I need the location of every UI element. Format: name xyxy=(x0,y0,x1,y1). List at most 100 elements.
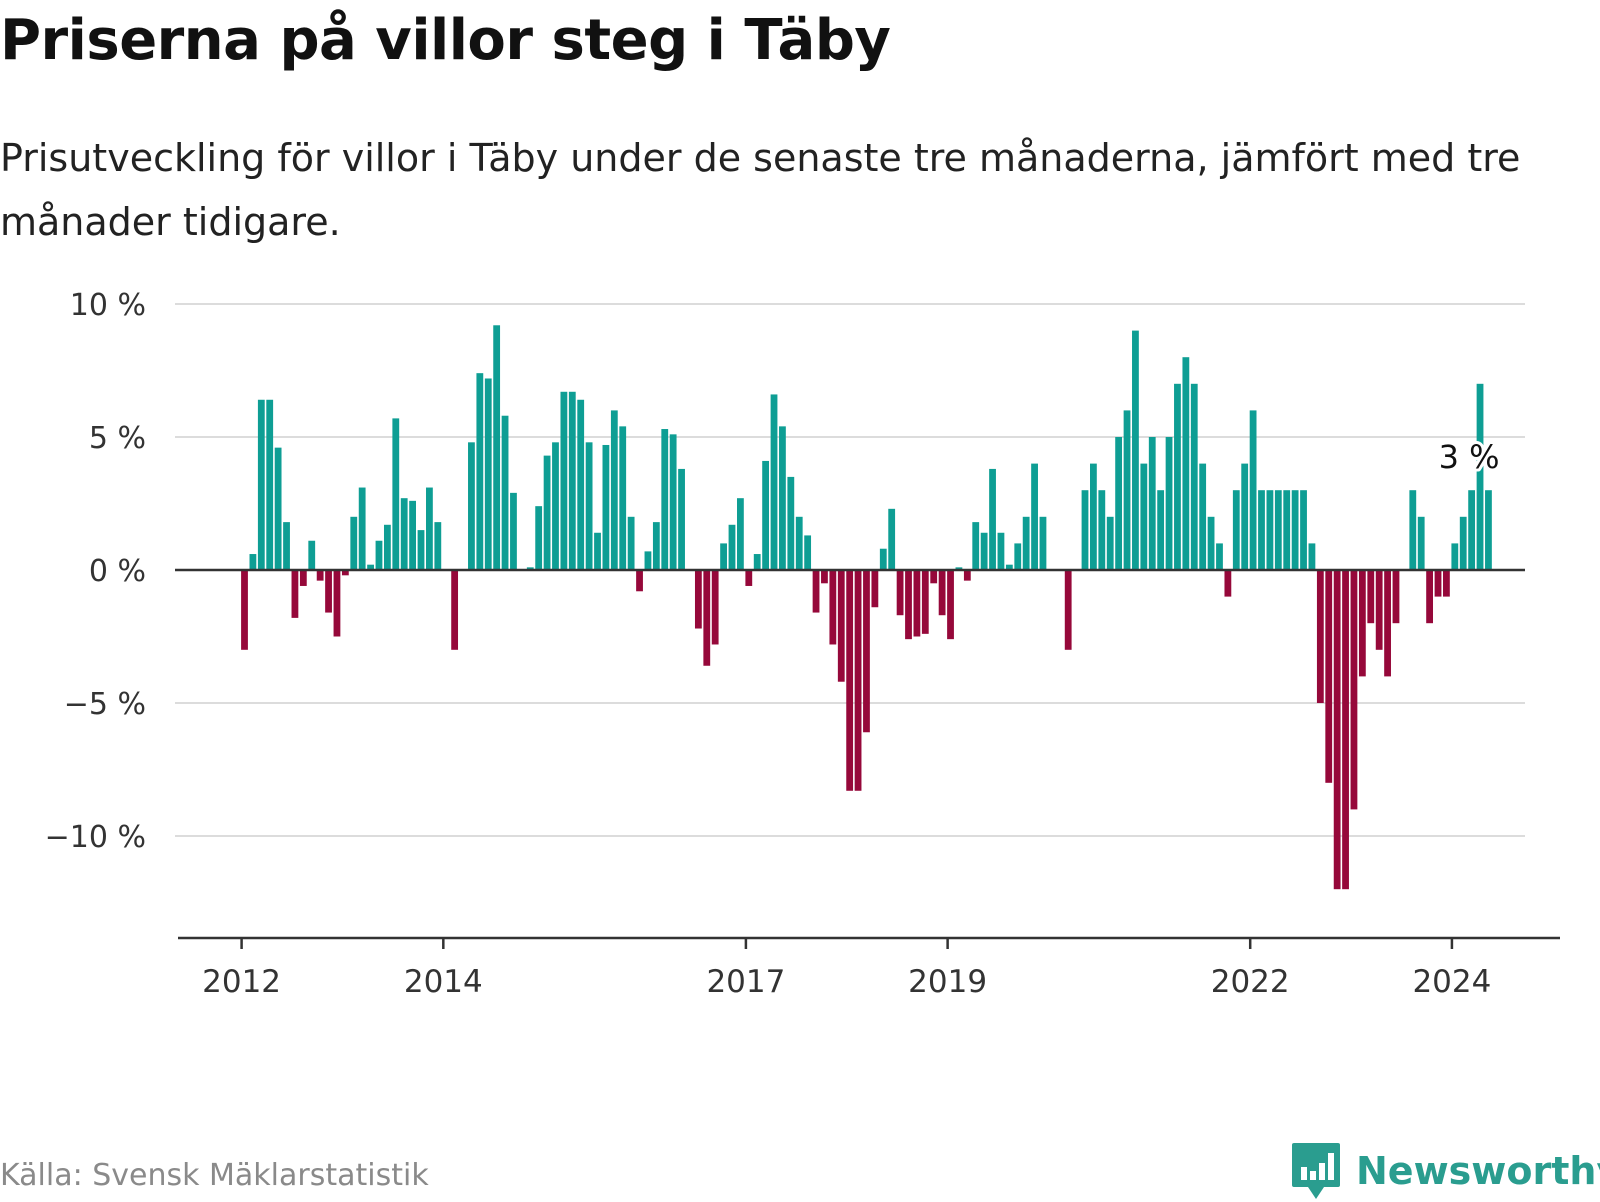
bar xyxy=(913,570,921,637)
bar xyxy=(1468,490,1476,570)
bar xyxy=(762,460,770,570)
bar xyxy=(753,554,761,570)
bar xyxy=(568,391,576,570)
bar xyxy=(1106,516,1114,570)
bar xyxy=(829,570,837,645)
bar xyxy=(1241,463,1249,570)
bar xyxy=(417,530,425,570)
bar xyxy=(997,532,1005,570)
bar xyxy=(1098,490,1106,570)
y-tick-label: −5 % xyxy=(64,687,146,722)
bar xyxy=(854,570,862,791)
bar xyxy=(1123,410,1131,570)
bar xyxy=(694,570,702,629)
bar xyxy=(795,516,803,570)
bar xyxy=(552,442,559,570)
bar xyxy=(1443,570,1450,597)
bar xyxy=(1358,570,1366,677)
bar xyxy=(905,570,912,640)
bar xyxy=(644,551,652,570)
bar xyxy=(333,570,341,637)
x-tick-label: 2012 xyxy=(202,964,281,1000)
brand-name: Newsworthy xyxy=(1356,1149,1600,1193)
bar xyxy=(1350,570,1358,810)
bar xyxy=(879,548,887,570)
newsworthy-logo-icon xyxy=(1292,1143,1340,1199)
bar xyxy=(594,532,601,570)
bar xyxy=(526,567,534,570)
bar xyxy=(367,564,374,570)
bar xyxy=(930,570,938,584)
bar xyxy=(1392,570,1400,624)
y-tick-label: 0 % xyxy=(89,554,146,589)
bar xyxy=(577,399,585,570)
bar xyxy=(1165,437,1173,570)
bar xyxy=(678,468,685,570)
bar xyxy=(627,516,635,570)
bar xyxy=(434,522,442,570)
bar xyxy=(1417,516,1425,570)
bar xyxy=(1148,437,1156,570)
page-subtitle: Prisutveckling för villor i Täby under d… xyxy=(0,136,1521,244)
bar xyxy=(720,543,727,570)
bar xyxy=(308,540,316,570)
bar xyxy=(383,524,391,570)
x-tick-label: 2019 xyxy=(908,964,987,1000)
bar xyxy=(1426,570,1433,624)
bar xyxy=(812,570,820,613)
bar xyxy=(703,570,711,666)
bar xyxy=(543,455,551,570)
bar xyxy=(779,426,786,570)
bar xyxy=(1224,570,1232,597)
bar xyxy=(619,426,627,570)
bar xyxy=(1216,543,1223,570)
bar xyxy=(1459,516,1467,570)
bar xyxy=(409,500,416,570)
bar xyxy=(921,570,929,634)
bar xyxy=(241,570,248,650)
bars xyxy=(241,325,1492,890)
bar xyxy=(375,540,383,570)
bar xyxy=(426,487,433,570)
x-tick-label: 2022 xyxy=(1211,964,1290,1000)
bar xyxy=(1064,570,1072,650)
bar xyxy=(1157,490,1165,570)
source-note: Källa: Svensk Mäklarstatistik xyxy=(0,1158,429,1193)
bar xyxy=(745,570,753,586)
bar xyxy=(871,570,879,608)
bar xyxy=(1325,570,1333,783)
bar xyxy=(535,506,543,570)
bar xyxy=(1249,410,1257,570)
bar xyxy=(249,554,257,570)
bar xyxy=(350,516,358,570)
bar xyxy=(283,522,290,570)
x-tick-label: 2017 xyxy=(706,964,785,1000)
bar xyxy=(636,570,643,592)
bar xyxy=(947,570,954,640)
bar xyxy=(484,378,492,570)
bar xyxy=(1182,357,1190,570)
bar xyxy=(1115,437,1123,570)
bar xyxy=(1333,570,1341,890)
y-axis-labels: 10 % 5 % 0 % −5 % −10 % xyxy=(45,288,146,855)
bar xyxy=(1342,570,1349,890)
x-tick-label: 2014 xyxy=(404,964,483,1000)
bar xyxy=(938,570,946,616)
bar xyxy=(1375,570,1383,650)
bar xyxy=(1300,490,1307,570)
bar xyxy=(980,532,988,570)
bar xyxy=(274,447,282,570)
bar xyxy=(325,570,332,613)
bar xyxy=(1367,570,1375,624)
y-tick-label: −10 % xyxy=(45,820,146,855)
bar xyxy=(963,570,971,581)
bar xyxy=(652,522,660,570)
bar xyxy=(770,394,778,570)
bar xyxy=(837,570,845,682)
y-tick-label: 5 % xyxy=(89,421,146,456)
latest-value-annotation: 3 % xyxy=(1439,438,1500,476)
bar xyxy=(316,570,324,581)
bar xyxy=(728,524,736,570)
bar xyxy=(737,498,744,570)
bar xyxy=(1232,490,1240,570)
